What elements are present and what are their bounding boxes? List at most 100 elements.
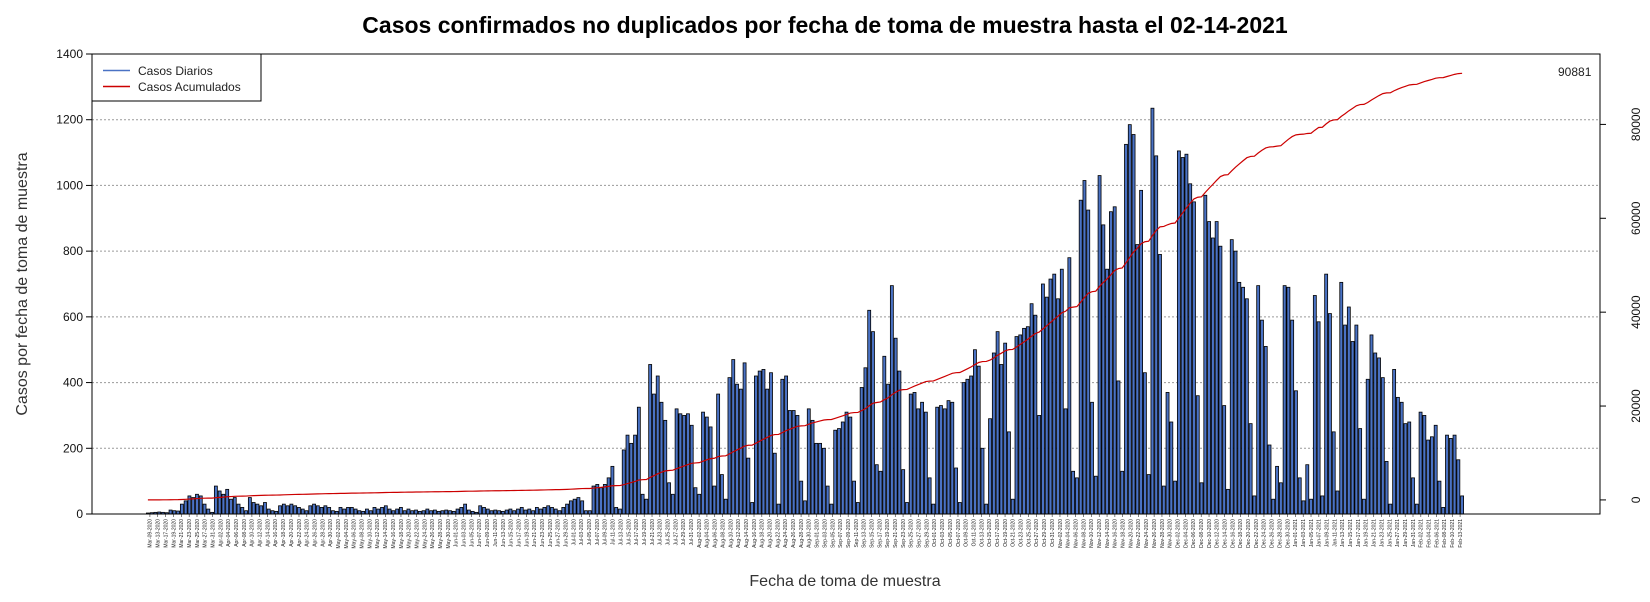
- x-tick-label: Dec-18-2020: [1238, 519, 1244, 548]
- x-tick-label: Mar-23-2020: [187, 519, 193, 548]
- bar: [889, 285, 894, 515]
- x-tick-label: Jul-03-2020: [579, 519, 585, 546]
- bar: [1210, 237, 1215, 515]
- x-tick-label: Sep-19-2020: [885, 519, 891, 548]
- bar: [855, 502, 860, 515]
- bar: [1267, 444, 1272, 515]
- x-tick-label: Oct-11-2020: [971, 519, 977, 547]
- bar: [195, 493, 199, 515]
- x-tick-label: Jun-21-2020: [532, 519, 538, 547]
- y-axis-title: Casos por fecha de toma de muestra: [14, 152, 31, 415]
- x-tick-label: Aug-14-2020: [744, 519, 750, 548]
- bar: [1426, 439, 1431, 515]
- bar: [1192, 201, 1196, 515]
- bar: [769, 372, 773, 515]
- bar: [342, 508, 347, 515]
- bar: [912, 392, 917, 515]
- bar: [1278, 482, 1283, 515]
- bar: [1380, 377, 1385, 515]
- x-tick-label: Dec-26-2020: [1270, 519, 1276, 548]
- bar: [844, 411, 849, 515]
- bar: [825, 485, 830, 515]
- x-tick-label: Jun-01-2020: [454, 519, 460, 547]
- x-tick-label: Jul-31-2020: [689, 519, 695, 546]
- bar: [795, 415, 800, 515]
- x-tick-label: Aug-06-2020: [713, 519, 719, 548]
- x-tick-label: Jun-13-2020: [501, 519, 507, 547]
- bar: [259, 505, 264, 515]
- bar: [482, 507, 486, 515]
- bar: [1316, 321, 1321, 515]
- bar: [508, 508, 513, 515]
- bar: [580, 500, 585, 515]
- bar: [1305, 464, 1310, 515]
- bar: [1294, 390, 1298, 515]
- bar: [833, 429, 838, 515]
- bar: [380, 507, 384, 515]
- bar: [882, 355, 887, 515]
- bar: [606, 477, 611, 515]
- cumulative-line: [147, 72, 1463, 501]
- x-tick-label: Jun-09-2020: [485, 519, 491, 547]
- y-tick-label: 0: [76, 507, 83, 521]
- bar: [240, 507, 245, 515]
- bar: [399, 507, 403, 515]
- y2-tick-label: 60000: [1629, 201, 1643, 235]
- bar: [365, 508, 369, 515]
- bar: [1275, 465, 1279, 515]
- bar: [266, 508, 271, 515]
- x-tick-label: Jun-15-2020: [509, 519, 515, 547]
- bar: [1445, 434, 1449, 515]
- x-tick-label: Jan-05-2021: [1309, 519, 1315, 547]
- bar: [871, 331, 875, 515]
- bar: [183, 500, 188, 515]
- bar: [859, 387, 864, 515]
- x-tick-label: Oct-17-2020: [995, 519, 1001, 547]
- x-tick-label: Oct-07-2020: [956, 519, 962, 547]
- bar: [893, 337, 898, 515]
- x-tick-label: Aug-16-2020: [752, 519, 758, 548]
- legend-label-daily: Casos Diarios: [138, 64, 213, 78]
- bar: [1339, 281, 1344, 515]
- x-tick-label: Mar-19-2020: [171, 519, 177, 548]
- bar: [757, 370, 762, 515]
- bar: [920, 401, 924, 515]
- bar: [1146, 474, 1151, 515]
- bar: [878, 470, 883, 515]
- bar: [738, 388, 743, 515]
- bar: [969, 375, 974, 515]
- bar: [217, 490, 222, 515]
- bar: [1203, 194, 1208, 515]
- x-tick-label: Sep-15-2020: [869, 519, 875, 548]
- bar: [1131, 134, 1136, 515]
- bar: [542, 507, 547, 515]
- x-tick-label: May-14-2020: [383, 519, 389, 549]
- bar: [1365, 378, 1370, 515]
- bar: [829, 503, 834, 515]
- x-tick-label: Sep-09-2020: [846, 519, 852, 548]
- bar: [939, 405, 943, 515]
- bar: [1105, 268, 1110, 515]
- x-axis: Mar-09-2020 Mar-13-2020 Mar-17-2020 Mar-19-…: [146, 513, 1464, 549]
- x-tick-label: Oct-15-2020: [987, 519, 993, 547]
- bar: [682, 415, 687, 515]
- x-tick-label: Jun-29-2020: [564, 519, 570, 547]
- bar: [433, 509, 437, 515]
- x-tick-label: Jan-13-2021: [1340, 519, 1346, 547]
- x-tick-label: Dec-30-2020: [1285, 519, 1291, 548]
- x-tick-label: Feb-10-2021: [1450, 519, 1456, 548]
- bar: [1263, 346, 1268, 515]
- bar: [414, 509, 418, 515]
- bar: [1282, 285, 1287, 515]
- bar: [1350, 341, 1355, 515]
- bar: [625, 434, 630, 515]
- bar: [1362, 498, 1366, 515]
- bar: [372, 507, 377, 515]
- bar: [1007, 431, 1011, 515]
- bar: [572, 498, 577, 515]
- bar: [504, 509, 509, 515]
- x-tick-label: May-28-2020: [438, 519, 444, 549]
- x-tick-label: Nov-10-2020: [1089, 519, 1095, 548]
- x-tick-label: Apr-16-2020: [273, 519, 279, 547]
- bar: [1331, 431, 1336, 515]
